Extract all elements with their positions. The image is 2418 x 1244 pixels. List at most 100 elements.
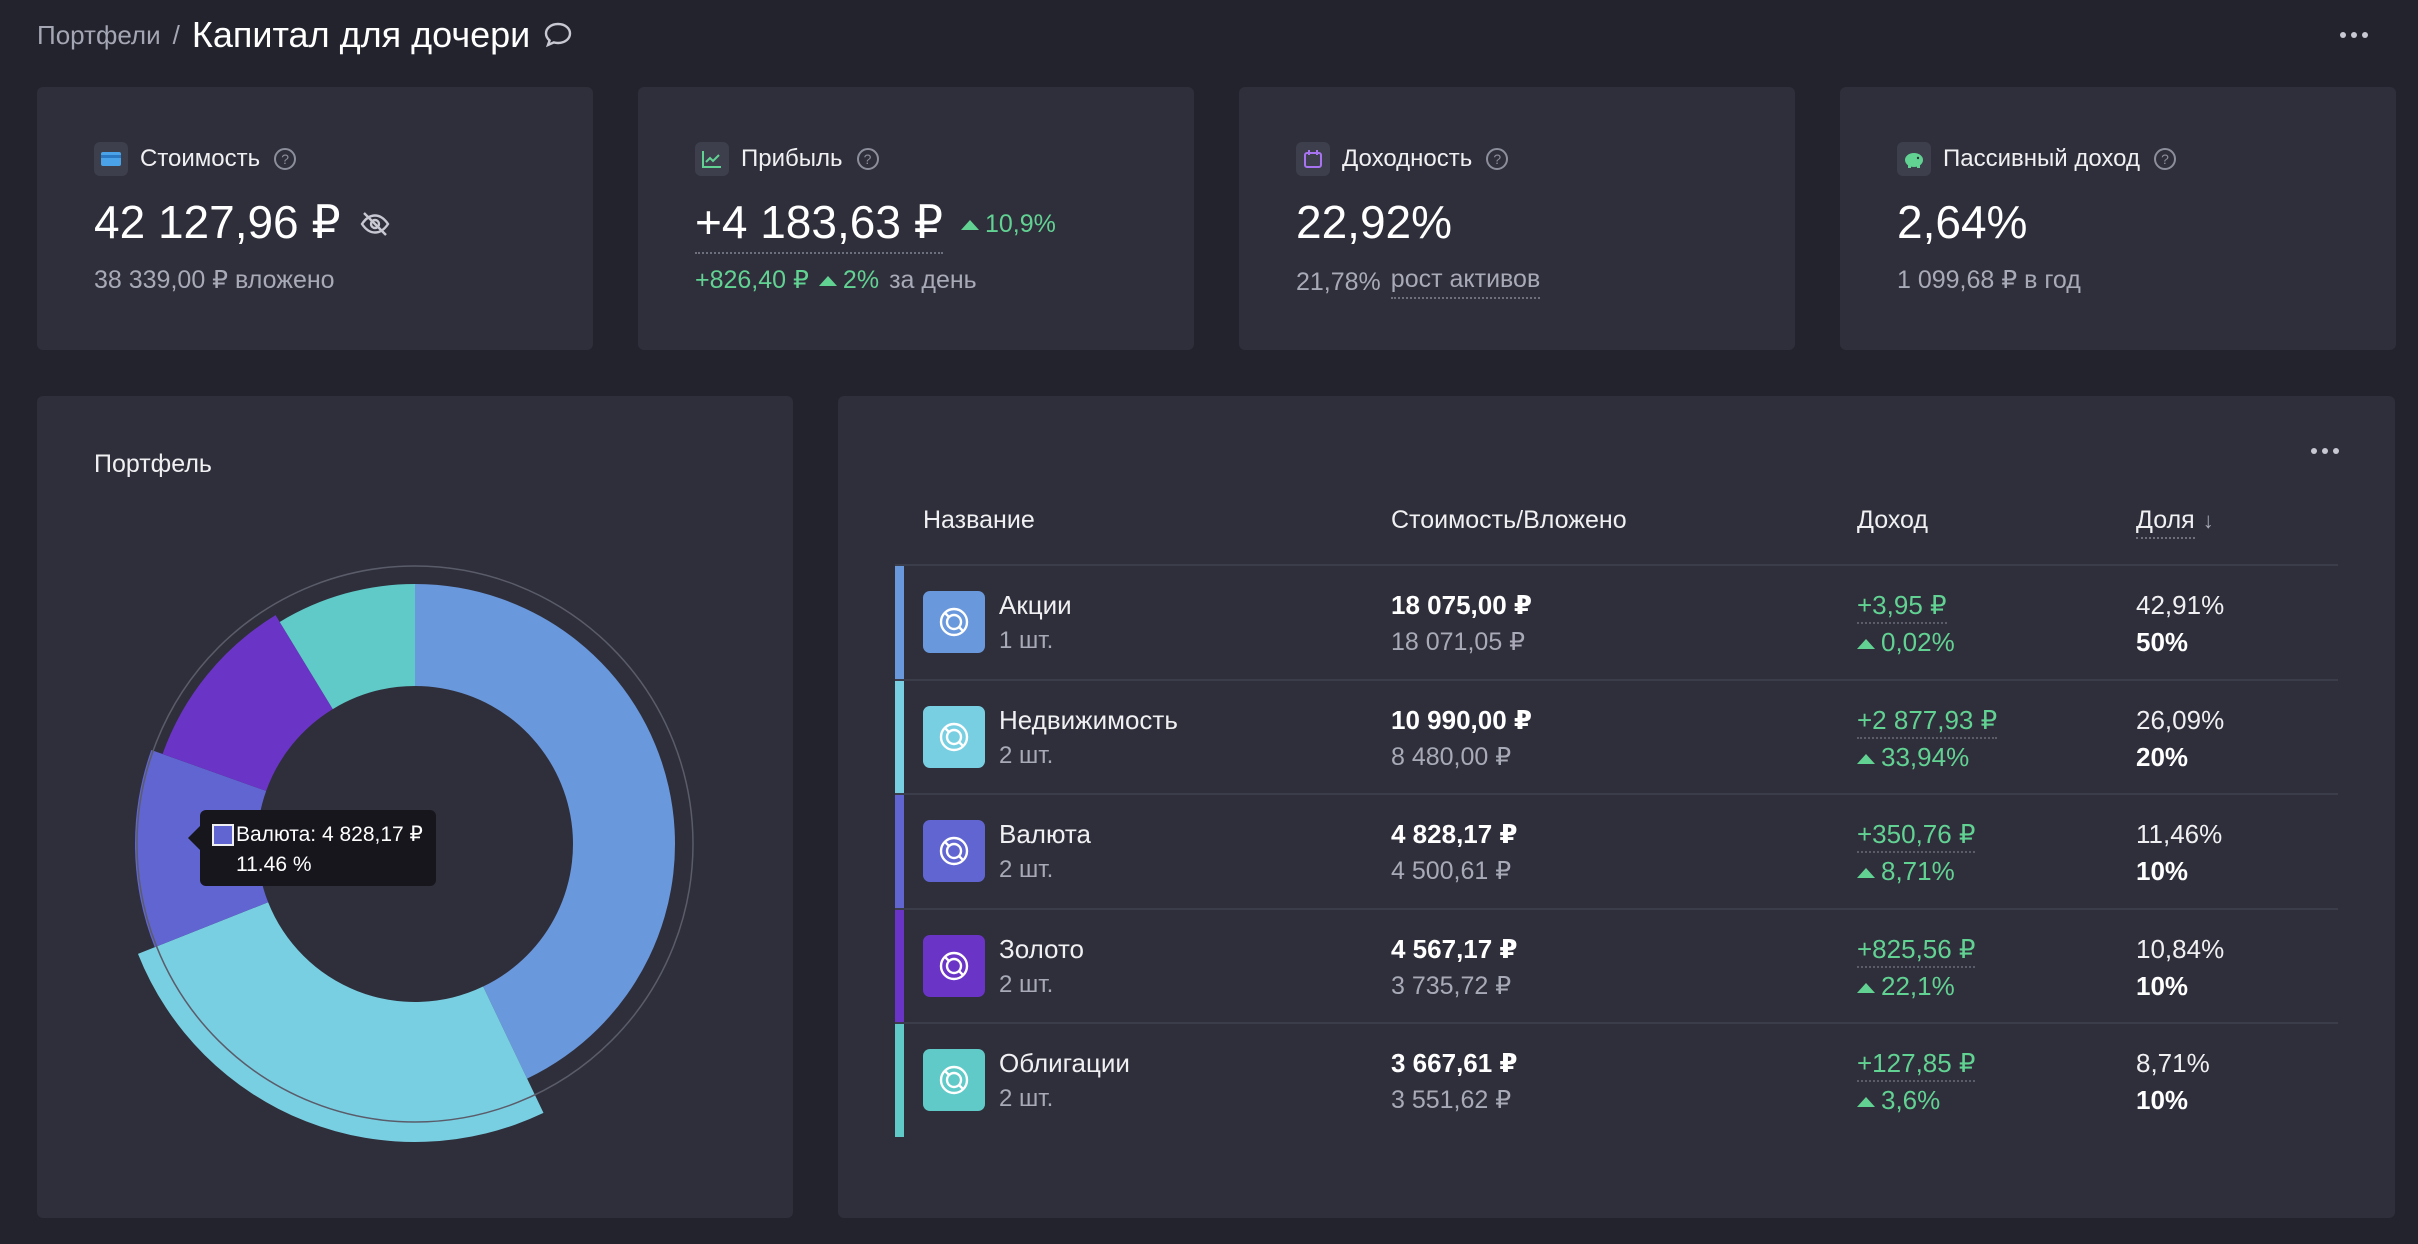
asset-target-share: 20%	[2136, 741, 2189, 772]
asset-income[interactable]: +2 877,93 ₽	[1857, 705, 1998, 739]
asset-icon	[923, 820, 985, 882]
row-color-bar	[895, 566, 904, 679]
asset-value: 4 567,17 ₽	[1391, 933, 1518, 964]
card-profit-day-suffix: за день	[889, 265, 977, 294]
asset-quantity: 2 шт.	[999, 1085, 1054, 1112]
asset-income-pct: 0,02%	[1857, 627, 1955, 658]
breadcrumb-separator: /	[172, 19, 180, 50]
column-name[interactable]: Название	[923, 506, 1035, 534]
table-row[interactable]: Облигации 2 шт. 3 667,61 ₽ 3 551,62 ₽ +127,8…	[895, 1022, 2338, 1137]
card-profit-amount[interactable]: +4 183,63 ₽	[695, 195, 943, 254]
asset-target-share: 10%	[2136, 856, 2189, 886]
card-value-invested: 38 339,00 ₽ вложено	[94, 266, 335, 294]
chart-tooltip: Валюта: 4 828,17 ₽ 11.46 %	[188, 810, 436, 886]
card-value: Стоимость ? 42 127,96 ₽ 38 339,00 ₽ влож…	[37, 87, 593, 350]
donut-slice[interactable]	[279, 584, 415, 710]
asset-value: 3 667,61 ₽	[1391, 1048, 1518, 1078]
eye-off-icon[interactable]	[359, 195, 391, 249]
asset-invested: 3 551,62 ₽	[1391, 1086, 1512, 1114]
header: Портфели / Капитал для дочери	[37, 10, 2378, 60]
donut-slice[interactable]	[162, 615, 333, 791]
asset-name[interactable]: Валюта	[999, 819, 1091, 849]
card-profit-change: 10,9%	[960, 210, 1056, 239]
table-row[interactable]: Валюта 2 шт. 4 828,17 ₽ 4 500,61 ₽ +350,76 ₽…	[895, 793, 2338, 908]
asset-value: 4 828,17 ₽	[1391, 819, 1518, 849]
portfolio-donut-chart[interactable]	[37, 396, 793, 1218]
more-menu-icon[interactable]	[2330, 20, 2378, 50]
help-icon[interactable]: ?	[1486, 148, 1509, 170]
asset-income-pct: 22,1%	[1857, 971, 1955, 1002]
portfolio-chart-panel: Портфель Валюта: 4 828,17 ₽ 11.46 %	[37, 396, 793, 1218]
donut-outline	[136, 565, 694, 1123]
card-yield-growth-value: 21,78%	[1296, 267, 1381, 296]
asset-invested: 18 071,05 ₽	[1391, 628, 1526, 656]
card-value-amount: 42 127,96 ₽	[94, 196, 341, 248]
asset-name[interactable]: Золото	[999, 933, 1085, 964]
card-value-label: Стоимость	[140, 145, 261, 172]
asset-income[interactable]: +350,76 ₽	[1857, 819, 1976, 853]
card-passive-yearly: 1 099,68 ₽ в год	[1897, 266, 2081, 294]
column-income[interactable]: Доход	[1857, 506, 1928, 534]
card-profit-day-pct: 2%	[818, 266, 879, 295]
asset-icon	[923, 705, 985, 768]
card-yield-growth-link[interactable]: рост активов	[1390, 265, 1541, 299]
donut-slice[interactable]	[137, 902, 544, 1142]
card-passive-amount: 2,64%	[1897, 196, 2028, 248]
asset-target-share: 10%	[2136, 970, 2189, 1001]
help-icon[interactable]: ?	[856, 148, 879, 170]
asset-value: 10 990,00 ₽	[1391, 704, 1532, 735]
donut-slice[interactable]	[415, 584, 675, 1079]
assets-table: Акции 1 шт. 18 075,00 ₽ 18 071,05 ₽ +3,95 ₽0…	[895, 564, 2338, 1137]
breadcrumb-portfolios[interactable]: Портфели	[37, 19, 161, 50]
asset-invested: 4 500,61 ₽	[1391, 857, 1512, 885]
asset-quantity: 2 шт.	[999, 970, 1054, 998]
asset-share: 11,46%	[2136, 819, 2223, 849]
card-profit-day-amount: +826,40 ₽	[695, 266, 809, 294]
column-value[interactable]: Стоимость/Вложено	[1391, 506, 1627, 534]
column-share[interactable]: Доля ↓	[2136, 506, 2214, 539]
page-title: Капитал для дочери	[191, 14, 531, 55]
asset-value: 18 075,00 ₽	[1391, 590, 1532, 620]
comment-icon[interactable]	[542, 17, 578, 53]
tooltip-value: Валюта: 4 828,17 ₽	[236, 823, 423, 846]
asset-name[interactable]: Недвижимость	[999, 704, 1178, 735]
card-profit: Прибыль ? +4 183,63 ₽ 10,9% +826,40 ₽ 2%…	[638, 87, 1194, 350]
table-more-icon[interactable]	[2303, 436, 2347, 466]
help-icon[interactable]: ?	[2153, 148, 2176, 170]
asset-target-share: 50%	[2136, 627, 2189, 657]
table-row[interactable]: Акции 1 шт. 18 075,00 ₽ 18 071,05 ₽ +3,95 ₽0…	[895, 564, 2338, 679]
piggy-bank-icon	[1897, 142, 1931, 176]
asset-target-share: 10%	[2136, 1085, 2189, 1115]
asset-income[interactable]: +127,85 ₽	[1857, 1048, 1976, 1082]
portfolio-chart-title: Портфель	[94, 450, 212, 478]
asset-income-pct: 8,71%	[1857, 856, 1955, 887]
asset-share: 42,91%	[2136, 590, 2225, 620]
asset-icon	[923, 934, 985, 997]
asset-name[interactable]: Акции	[999, 590, 1072, 620]
asset-share: 10,84%	[2136, 933, 2225, 964]
help-icon[interactable]: ?	[274, 148, 297, 170]
asset-income[interactable]: +3,95 ₽	[1857, 590, 1947, 624]
asset-quantity: 1 шт.	[999, 627, 1054, 654]
asset-income-pct: 33,94%	[1857, 742, 1969, 773]
asset-invested: 3 735,72 ₽	[1391, 971, 1512, 1000]
row-color-bar	[895, 680, 904, 793]
row-color-bar	[895, 795, 904, 908]
asset-invested: 8 480,00 ₽	[1391, 742, 1512, 771]
table-row[interactable]: Недвижимость 2 шт. 10 990,00 ₽ 8 480,00 ₽ +2…	[895, 678, 2338, 793]
chart-icon	[695, 142, 729, 176]
table-header: Название Стоимость/Вложено Доход Доля ↓	[895, 506, 2338, 552]
card-passive-income: Пассивный доход ? 2,64% 1 099,68 ₽ в год	[1840, 87, 2396, 350]
sort-down-icon[interactable]: ↓	[2202, 508, 2214, 533]
asset-income[interactable]: +825,56 ₽	[1857, 934, 1976, 968]
row-color-bar	[895, 909, 904, 1022]
asset-icon	[923, 1049, 985, 1111]
table-row[interactable]: Золото 2 шт. 4 567,17 ₽ 3 735,72 ₽ +825,56 ₽…	[895, 907, 2338, 1022]
card-yield-amount: 22,92%	[1296, 196, 1453, 248]
tooltip-percent: 11.46 %	[236, 853, 312, 876]
asset-share: 8,71%	[2136, 1048, 2210, 1078]
asset-name[interactable]: Облигации	[999, 1048, 1130, 1078]
card-yield: Доходность ? 22,92% 21,78% рост активов	[1239, 87, 1795, 350]
tooltip-swatch	[212, 824, 234, 846]
card-passive-label: Пассивный доход	[1943, 145, 2140, 172]
